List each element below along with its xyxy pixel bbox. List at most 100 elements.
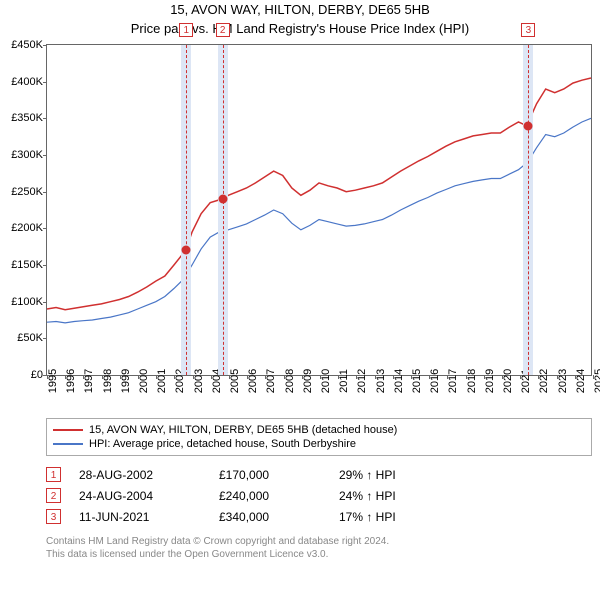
y-tick-label: £50K bbox=[17, 332, 43, 344]
x-tick-mark bbox=[320, 375, 321, 379]
y-tick-mark bbox=[43, 338, 47, 339]
legend-label-hpi: HPI: Average price, detached house, Sout… bbox=[89, 438, 356, 450]
sales-row-marker: 3 bbox=[46, 509, 61, 524]
x-tick-label: 2003 bbox=[193, 369, 205, 393]
footer-line1: Contains HM Land Registry data © Crown c… bbox=[46, 535, 592, 548]
x-tick-label: 2017 bbox=[447, 369, 459, 393]
sale-dot bbox=[182, 246, 191, 255]
x-tick-mark bbox=[211, 375, 212, 379]
y-tick-label: £0 bbox=[31, 369, 43, 381]
x-tick-mark bbox=[302, 375, 303, 379]
x-tick-mark bbox=[47, 375, 48, 379]
x-tick-label: 2020 bbox=[502, 369, 514, 393]
x-tick-label: 2019 bbox=[484, 369, 496, 393]
legend-swatch-property bbox=[53, 429, 83, 431]
x-tick-label: 2011 bbox=[338, 369, 350, 393]
series-line-hpi bbox=[47, 118, 591, 323]
x-tick-label: 2023 bbox=[557, 369, 569, 393]
y-tick-mark bbox=[43, 302, 47, 303]
y-tick-mark bbox=[43, 265, 47, 266]
legend-label-property: 15, AVON WAY, HILTON, DERBY, DE65 5HB (d… bbox=[89, 424, 397, 436]
title-subtitle: Price paid vs. HM Land Registry's House … bbox=[0, 19, 600, 38]
legend: 15, AVON WAY, HILTON, DERBY, DE65 5HB (d… bbox=[46, 418, 592, 456]
sale-marker: 2 bbox=[216, 23, 230, 37]
x-tick-mark bbox=[247, 375, 248, 379]
y-tick-mark bbox=[43, 118, 47, 119]
footer-line2: This data is licensed under the Open Gov… bbox=[46, 548, 592, 561]
x-tick-mark bbox=[411, 375, 412, 379]
x-tick-mark bbox=[502, 375, 503, 379]
x-tick-mark bbox=[593, 375, 594, 379]
x-tick-mark bbox=[447, 375, 448, 379]
sale-marker: 3 bbox=[521, 23, 535, 37]
sales-row: 3 11-JUN-2021£340,00017% ↑ HPI bbox=[46, 506, 592, 527]
legend-row-hpi: HPI: Average price, detached house, Sout… bbox=[53, 437, 585, 451]
y-tick-mark bbox=[43, 155, 47, 156]
y-tick-label: £250K bbox=[11, 186, 43, 198]
x-tick-mark bbox=[138, 375, 139, 379]
x-tick-label: 2022 bbox=[538, 369, 550, 393]
x-tick-label: 2008 bbox=[284, 369, 296, 393]
x-tick-mark bbox=[538, 375, 539, 379]
sale-line bbox=[223, 45, 224, 375]
x-tick-mark bbox=[156, 375, 157, 379]
x-tick-mark bbox=[484, 375, 485, 379]
chart-container: 15, AVON WAY, HILTON, DERBY, DE65 5HB Pr… bbox=[0, 0, 600, 561]
y-tick-label: £350K bbox=[11, 112, 43, 124]
x-tick-mark bbox=[575, 375, 576, 379]
x-tick-mark bbox=[466, 375, 467, 379]
x-tick-mark bbox=[557, 375, 558, 379]
sales-row: 1 28-AUG-2002£170,00029% ↑ HPI bbox=[46, 464, 592, 485]
x-tick-label: 1995 bbox=[47, 369, 59, 393]
chart-plot-area: £0£50K£100K£150K£200K£250K£300K£350K£400… bbox=[46, 44, 592, 376]
title-address: 15, AVON WAY, HILTON, DERBY, DE65 5HB bbox=[0, 0, 600, 19]
x-tick-mark bbox=[338, 375, 339, 379]
sale-line bbox=[528, 45, 529, 375]
chart-lines-svg bbox=[47, 45, 591, 375]
x-tick-label: 2006 bbox=[247, 369, 259, 393]
sales-row-date: 11-JUN-2021 bbox=[79, 510, 219, 524]
x-tick-mark bbox=[393, 375, 394, 379]
sale-dot bbox=[218, 195, 227, 204]
x-tick-mark bbox=[102, 375, 103, 379]
x-tick-mark bbox=[284, 375, 285, 379]
x-tick-label: 2025 bbox=[593, 369, 600, 393]
footer: Contains HM Land Registry data © Crown c… bbox=[46, 535, 592, 561]
sales-row-vs-hpi: 29% ↑ HPI bbox=[339, 468, 396, 482]
x-tick-mark bbox=[83, 375, 84, 379]
sale-marker: 1 bbox=[179, 23, 193, 37]
y-tick-label: £200K bbox=[11, 222, 43, 234]
y-tick-mark bbox=[43, 45, 47, 46]
sales-row: 224-AUG-2004£240,00024% ↑ HPI bbox=[46, 485, 592, 506]
x-tick-label: 2001 bbox=[156, 369, 168, 393]
x-tick-mark bbox=[520, 375, 521, 379]
y-tick-label: £300K bbox=[11, 149, 43, 161]
x-tick-mark bbox=[65, 375, 66, 379]
x-tick-label: 2012 bbox=[356, 369, 368, 393]
sales-row-price: £170,000 bbox=[219, 468, 339, 482]
sales-row-marker: 1 bbox=[46, 467, 61, 482]
x-tick-mark bbox=[265, 375, 266, 379]
y-tick-label: £400K bbox=[11, 76, 43, 88]
sales-row-date: 24-AUG-2004 bbox=[79, 489, 219, 503]
sales-table: 1 28-AUG-2002£170,00029% ↑ HPI 2 24-AUG-200… bbox=[46, 464, 592, 527]
x-tick-label: 2024 bbox=[575, 369, 587, 393]
sales-row-marker: 2 bbox=[46, 488, 61, 503]
y-tick-label: £100K bbox=[11, 296, 43, 308]
legend-row-property: 15, AVON WAY, HILTON, DERBY, DE65 5HB (d… bbox=[53, 423, 585, 437]
x-tick-label: 2005 bbox=[229, 369, 241, 393]
sales-row-vs-hpi: 17% ↑ HPI bbox=[339, 510, 396, 524]
sales-row-price: £340,000 bbox=[219, 510, 339, 524]
x-tick-mark bbox=[193, 375, 194, 379]
y-tick-mark bbox=[43, 192, 47, 193]
sales-row-vs-hpi: 24% ↑ HPI bbox=[339, 489, 396, 503]
x-tick-label: 2018 bbox=[466, 369, 478, 393]
sale-line bbox=[186, 45, 187, 375]
x-tick-label: 2013 bbox=[375, 369, 387, 393]
y-tick-mark bbox=[43, 82, 47, 83]
x-tick-label: 1999 bbox=[120, 369, 132, 393]
x-tick-label: 1996 bbox=[65, 369, 77, 393]
sales-row-date: 28-AUG-2002 bbox=[79, 468, 219, 482]
x-tick-mark bbox=[375, 375, 376, 379]
x-tick-label: 2016 bbox=[429, 369, 441, 393]
